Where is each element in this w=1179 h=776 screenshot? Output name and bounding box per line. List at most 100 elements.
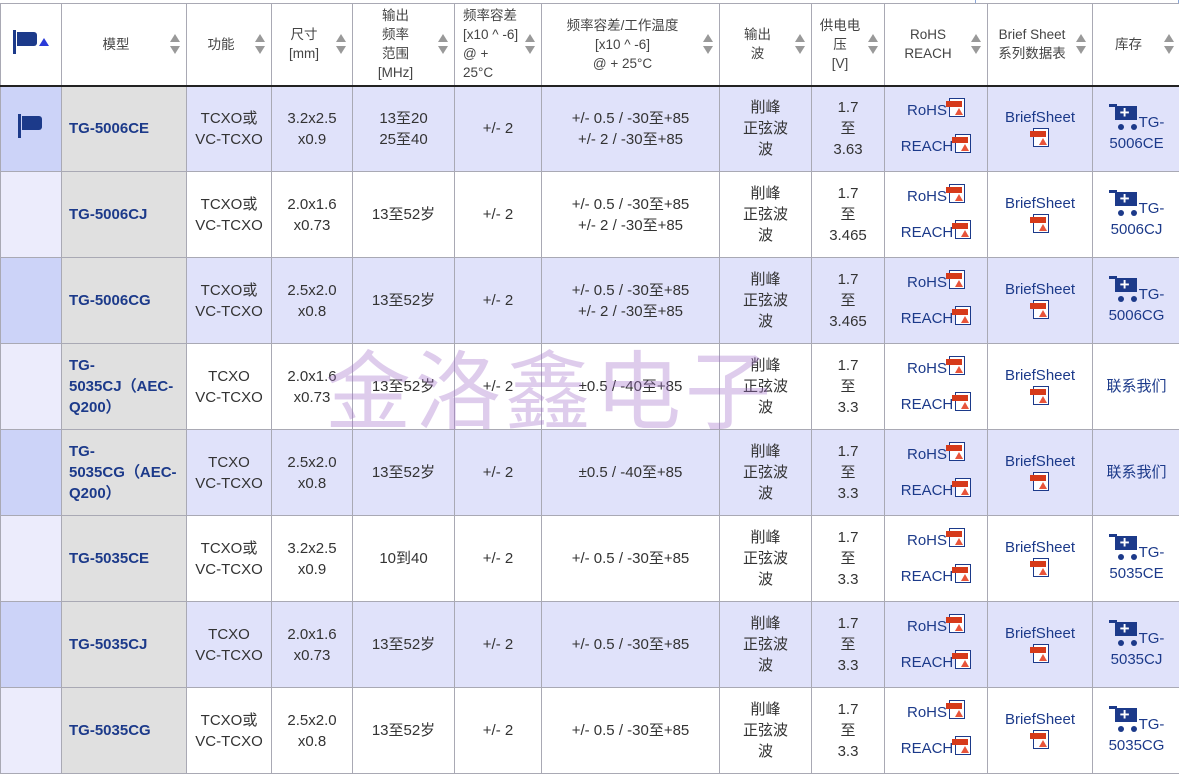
sort-icon[interactable] [336,34,346,55]
brief-sheet-cell[interactable]: BriefSheet [987,687,1093,774]
brief-sheet-link[interactable]: BriefSheet [1004,538,1076,556]
reach-link[interactable]: REACH [901,133,972,155]
stock-cell[interactable]: TG- 5035CJ [1092,601,1179,688]
column-header[interactable]: RoHS REACH [884,3,988,87]
brief-sheet-link[interactable]: BriefSheet [1004,280,1076,298]
model-link[interactable]: TG-5035CJ [61,601,187,688]
rohs-link[interactable]: RoHS [907,355,965,377]
add-to-cart-icon[interactable] [1108,274,1139,302]
brief-sheet-cell[interactable]: BriefSheet [987,601,1093,688]
stock-link[interactable]: TG- 5006CE [1109,113,1165,152]
add-to-cart-icon[interactable] [1108,102,1139,130]
model-link[interactable]: TG-5006CJ [61,171,187,258]
brief-sheet-link[interactable]: BriefSheet [1004,108,1076,126]
model-link[interactable]: TG- 5035CG（AEC- Q200） [61,429,187,516]
brief-sheet-link[interactable]: BriefSheet [1004,452,1076,470]
stock-link[interactable]: 联系我们 [1106,464,1167,481]
stock-link[interactable]: TG- 5035CJ [1110,629,1165,668]
stock-link[interactable]: 联系我们 [1106,378,1167,395]
stock-cell[interactable]: 联系我们 [1092,343,1179,430]
brief-sheet-cell[interactable]: BriefSheet [987,515,1093,602]
sort-icon[interactable] [971,34,981,55]
stock-link[interactable]: TG- 5006CJ [1110,199,1165,238]
stock-link[interactable]: TG- 5035CG [1108,715,1165,754]
brief-sheet-cell[interactable]: BriefSheet [987,257,1093,344]
model-link[interactable]: TG-5035CG [61,687,187,774]
add-to-cart-icon[interactable] [1108,532,1139,560]
model-link[interactable]: TG-5006CG [61,257,187,344]
column-header[interactable]: 库存 [1092,3,1179,87]
stock-cell[interactable]: TG- 5006CJ [1092,171,1179,258]
stock-link[interactable]: TG- 5006CG [1108,285,1165,324]
stock-cell[interactable]: 联系我们 [1092,429,1179,516]
freq-cell: 13至52岁 [352,429,455,516]
brief-sheet-link[interactable]: BriefSheet [1004,366,1076,384]
sort-icon[interactable] [868,34,878,55]
column-header[interactable]: 输出 频率 范围 [MHz] [352,3,455,87]
brief-sheet-link[interactable]: BriefSheet [1004,710,1076,728]
header-label: RoHS REACH [904,27,952,62]
column-header[interactable]: 尺寸 [mm] [271,3,353,87]
brief-sheet-cell[interactable]: BriefSheet [987,171,1093,258]
sort-icon[interactable] [438,34,448,55]
flag-cell[interactable] [0,171,62,258]
rohs-link[interactable]: RoHS [907,613,965,635]
brief-sheet-cell[interactable]: BriefSheet [987,429,1093,516]
sort-asc-icon[interactable] [39,37,49,46]
flag-cell[interactable] [0,515,62,602]
reach-link[interactable]: REACH [901,305,972,327]
sort-icon[interactable] [525,34,535,55]
brief-sheet-cell[interactable]: BriefSheet [987,85,1093,172]
brief-sheet-link[interactable]: BriefSheet [1004,624,1076,642]
reach-link[interactable]: REACH [901,391,972,413]
column-header[interactable]: 功能 [186,3,272,87]
add-to-cart-icon[interactable] [1108,618,1139,646]
reach-link[interactable]: REACH [901,219,972,241]
stock-cell[interactable]: TG- 5006CG [1092,257,1179,344]
brief-sheet-cell[interactable]: BriefSheet [987,343,1093,430]
pdf-icon [1030,299,1049,319]
rohs-link[interactable]: RoHS [907,97,965,119]
sort-icon[interactable] [170,34,180,55]
stock-link[interactable]: TG- 5035CE [1109,543,1165,582]
reach-link[interactable]: REACH [901,649,972,671]
column-header[interactable]: 供电电 压 [V] [811,3,885,87]
model-link[interactable]: TG- 5035CJ（AEC- Q200） [61,343,187,430]
sort-icon[interactable] [255,34,265,55]
rohs-link[interactable]: RoHS [907,527,965,549]
flag-cell[interactable] [0,257,62,344]
volt-cell: 1.7 至 3.465 [811,171,885,258]
rohs-link[interactable]: RoHS [907,269,965,291]
flag-cell[interactable] [0,601,62,688]
reach-link[interactable]: REACH [901,735,972,757]
rohs-link[interactable]: RoHS [907,441,965,463]
sort-icon[interactable] [1076,34,1086,55]
reach-link[interactable]: REACH [901,563,972,585]
stock-cell[interactable]: TG- 5006CE [1092,85,1179,172]
flag-cell[interactable] [0,343,62,430]
sort-icon[interactable] [795,34,805,55]
column-header[interactable]: 模型 [61,3,187,87]
reach-link[interactable]: REACH [901,477,972,499]
flag-cell[interactable] [0,429,62,516]
sort-icon[interactable] [1164,34,1174,55]
column-header[interactable]: 频率容差/工作温度 [x10 ^ -6] @ + 25°C [541,3,720,87]
model-link[interactable]: TG-5006CE [61,85,187,172]
stock-cell[interactable]: TG- 5035CE [1092,515,1179,602]
add-to-cart-icon[interactable] [1108,188,1139,216]
rohs-link[interactable]: RoHS [907,699,965,721]
add-to-cart-icon[interactable] [1108,704,1139,732]
column-header[interactable]: Brief Sheet 系列数据表 [987,3,1093,87]
column-header[interactable]: 频率容差 [x10 ^ -6] @ + 25°C [454,3,542,87]
model-link[interactable]: TG-5035CE [61,515,187,602]
brief-sheet-link[interactable]: BriefSheet [1004,194,1076,212]
flag-sort-header[interactable] [0,3,62,87]
column-header[interactable]: 输出 波 [719,3,812,87]
flag-cell[interactable] [0,687,62,774]
pdf-icon [946,97,965,117]
flag-cell[interactable] [0,85,62,172]
stock-cell[interactable]: TG- 5035CG [1092,687,1179,774]
wave-cell: 削峰 正弦波 波 [719,515,812,602]
sort-icon[interactable] [703,34,713,55]
rohs-link[interactable]: RoHS [907,183,965,205]
